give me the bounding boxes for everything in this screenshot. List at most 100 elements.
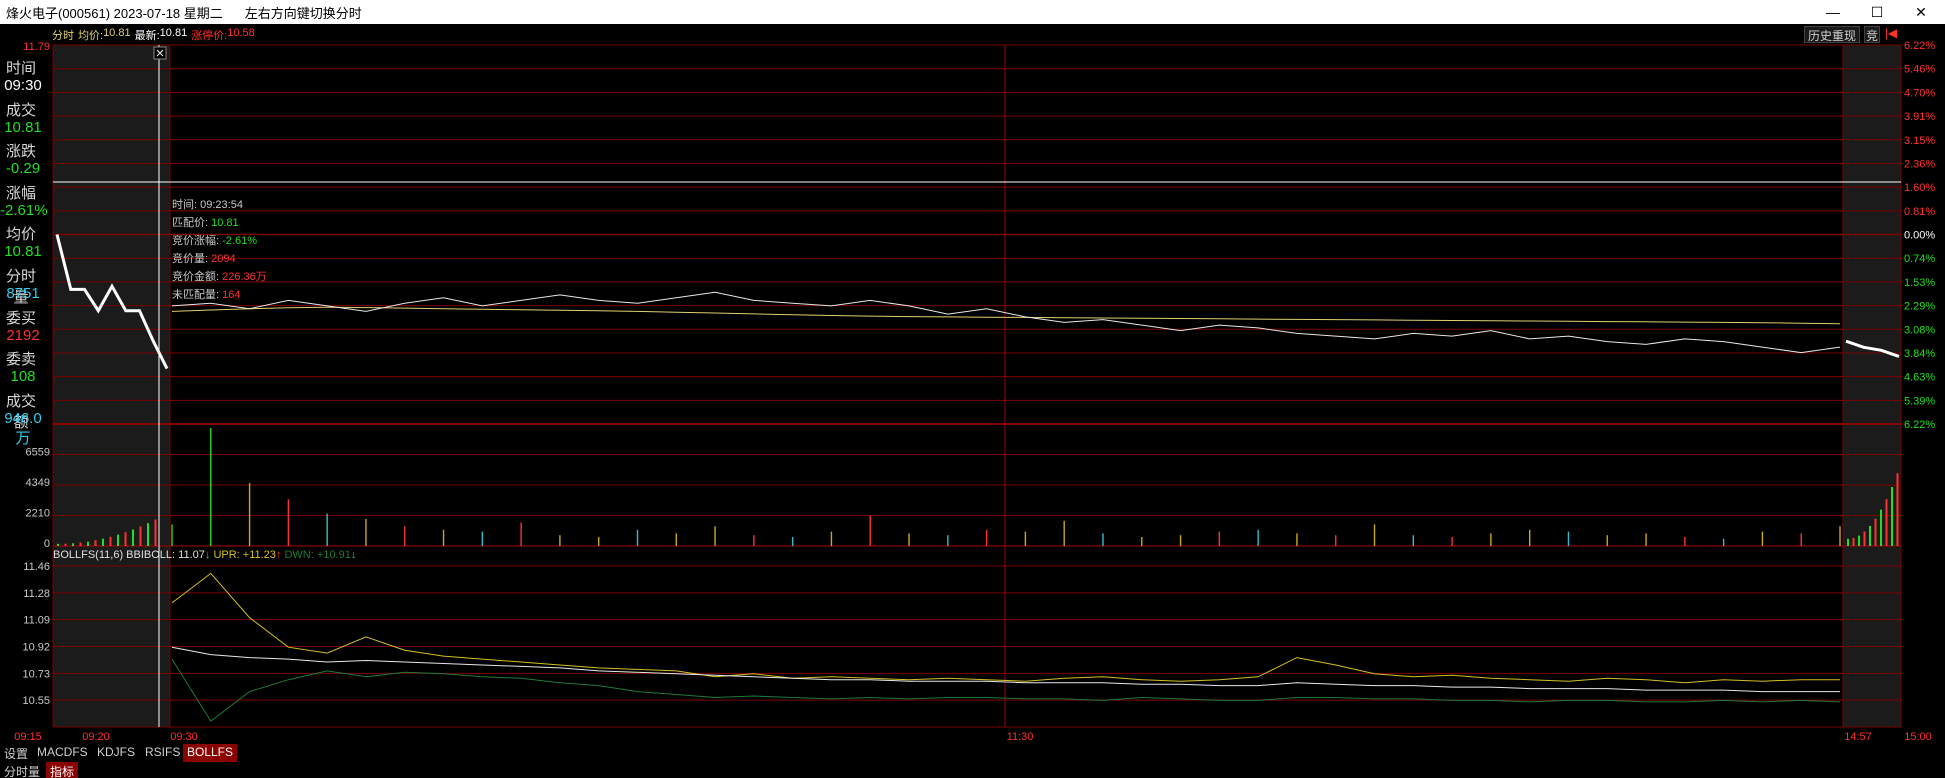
dwn-value: +10.91 <box>316 549 351 561</box>
tooltip-label: 未匹配量: <box>172 289 223 301</box>
tooltip-value: 164 <box>222 289 241 301</box>
percent-axis-label: 2.29% <box>1904 301 1935 313</box>
tooltip-line: 未匹配量: 164 <box>172 286 267 304</box>
tab-indicator[interactable]: 指标 <box>46 762 79 778</box>
percent-axis-label: 3.08% <box>1904 324 1935 336</box>
avg-price-label: 均价: <box>78 30 104 42</box>
tooltip-label: 竞价涨幅: <box>172 235 223 247</box>
time-axis-label: 09:20 <box>82 731 110 743</box>
close-icon: ✕ <box>1915 3 1927 20</box>
limit-price-label: 涨停价: <box>191 30 228 42</box>
tooltip-line: 竞价量: 2094 <box>172 250 267 268</box>
time-axis-label: 15:00 <box>1904 731 1932 743</box>
dwn-label: DWN: <box>284 549 317 561</box>
quote-info-bar: 分时 均价: 10.81 最新: 10.81 涨停价: 10.58 <box>52 27 255 43</box>
tab-macdfs[interactable]: MACDFS <box>33 744 92 762</box>
volume-axis-label: 0 <box>44 538 50 550</box>
info-value: 946.0万 <box>4 409 42 447</box>
price-lines <box>55 234 1900 370</box>
chart-grid <box>52 44 1902 728</box>
window-title-bar: 烽火电子(000561) 2023-07-18 星期二 左右方向键切换分时 <box>0 0 1945 24</box>
info-value: 8751 <box>6 285 40 302</box>
info-value: 09:30 <box>4 77 42 94</box>
minimize-icon: — <box>1826 4 1840 20</box>
info-label: 时间 <box>5 60 36 77</box>
percent-axis-label: 4.63% <box>1904 372 1935 384</box>
upr-value: +11.23 <box>242 549 276 561</box>
last-price-label: 最新: <box>134 30 160 42</box>
tooltip-label: 竞价量: <box>172 253 212 265</box>
maximize-icon: ☐ <box>1870 3 1884 20</box>
axis-labels: 11.79 6.22% 5.46% 4.70% 3.91% 3.15% 2.36% 1.60%… <box>14 40 1935 743</box>
info-value: 2192 <box>6 326 40 344</box>
info-label: 涨幅 <box>5 184 36 202</box>
percent-axis-label: 0.74% <box>1904 253 1935 265</box>
settings-tab[interactable]: 设置 <box>0 744 33 762</box>
upr-arrow-icon: ↑ <box>275 549 282 561</box>
info-value: 10.81 <box>4 243 42 261</box>
tooltip-value: 09:23:54 <box>200 199 243 211</box>
percent-axis-label: 0.00% <box>1904 230 1935 242</box>
time-axis-label: 09:30 <box>170 731 198 743</box>
info-label: 委卖 <box>5 351 36 369</box>
volume-axis-label: 4349 <box>26 477 50 489</box>
close-button[interactable]: ✕ <box>1899 0 1943 24</box>
window-hint: 左右方向键切换分时 <box>244 5 362 21</box>
indicator-name: BOLLFS(11,6) <box>53 549 124 561</box>
info-label: 均价 <box>5 226 36 244</box>
percent-axis-label: 4.70% <box>1904 87 1935 99</box>
volume-bars <box>57 428 1899 546</box>
tab-volume[interactable]: 分时量 <box>4 765 41 778</box>
info-value: -2.61% <box>0 201 48 219</box>
avg-price-line <box>171 306 1841 325</box>
auction-shade <box>53 45 170 727</box>
closing-auction-shade <box>1843 45 1901 727</box>
tooltip-label: 匹配价: <box>172 217 212 229</box>
percent-axis-label: 2.36% <box>1904 158 1935 170</box>
percent-axis-label: 6.22% <box>1904 419 1935 431</box>
tooltip-line: 时间: 09:23:54 <box>172 196 267 214</box>
bollfs-axis-label: 11.09 <box>23 615 50 627</box>
volume-axis-label: 6559 <box>26 447 50 459</box>
info-value: -0.29 <box>5 160 41 178</box>
bbiboll-value: 11.07 <box>178 549 205 561</box>
info-label: 分时量 <box>5 268 36 306</box>
volume-axis-label: 2210 <box>26 508 50 520</box>
tooltip-line: 竞价涨幅: -2.61% <box>172 232 267 250</box>
bbiboll-label: BBIBOLL: <box>126 549 179 561</box>
tooltip-value: 10.81 <box>211 217 239 229</box>
dwn-arrow-icon: ↓ <box>350 549 357 561</box>
auction-price-line <box>55 234 169 370</box>
indicator-header: BOLLFS(11,6) BBIBOLL: 11.07↓ UPR: +11.23… <box>53 549 356 561</box>
percent-axis-label: 5.46% <box>1904 64 1935 76</box>
bollfs-axis-label: 10.92 <box>22 642 50 654</box>
history-replay-button[interactable]: 历史重现 <box>1804 26 1861 43</box>
intraday-chart[interactable]: 11.79 6.22% 5.46% 4.70% 3.91% 3.15% 2.36% 1.60%… <box>0 0 1945 745</box>
tooltip-label: 竞价金额: <box>172 271 223 283</box>
avg-price-value: 10.81 <box>103 27 131 39</box>
time-axis-label: 09:15 <box>14 731 42 743</box>
tooltip-value: 226.36万 <box>222 271 267 283</box>
info-label: 涨跌 <box>5 143 36 161</box>
info-label: 委买 <box>5 309 36 327</box>
tooltip-value: 2094 <box>211 253 236 265</box>
price-axis-label: 11.79 <box>23 41 50 53</box>
percent-axis-label: 0.81% <box>1904 206 1935 218</box>
tab-bollfs[interactable]: BOLLFS <box>183 744 238 762</box>
bollfs-axis-label: 10.55 <box>22 695 50 707</box>
time-axis-label: 14:57 <box>1844 731 1872 743</box>
time-axis-label: 11:30 <box>1007 731 1034 743</box>
auction-button[interactable]: 竞 <box>1864 26 1880 43</box>
tab-rsifs[interactable]: RSIFS <box>141 744 185 762</box>
bbiboll-arrow-icon: ↓ <box>204 549 211 561</box>
percent-axis-label: 1.60% <box>1904 182 1935 194</box>
tooltip-label: 时间: <box>172 199 201 211</box>
bollfs-upr-line <box>171 572 1840 684</box>
window-title: 烽火电子(000561) 2023-07-18 星期二 <box>6 5 223 21</box>
maximize-button[interactable]: ☐ <box>1855 0 1899 24</box>
minimize-button[interactable]: — <box>1811 0 1855 24</box>
crosshair-close-icon[interactable] <box>153 46 167 60</box>
bollfs-axis-label: 11.46 <box>23 561 50 573</box>
tab-kdjfs[interactable]: KDJFS <box>93 744 140 762</box>
back-to-start-icon[interactable]: |◀ <box>1884 26 1898 40</box>
